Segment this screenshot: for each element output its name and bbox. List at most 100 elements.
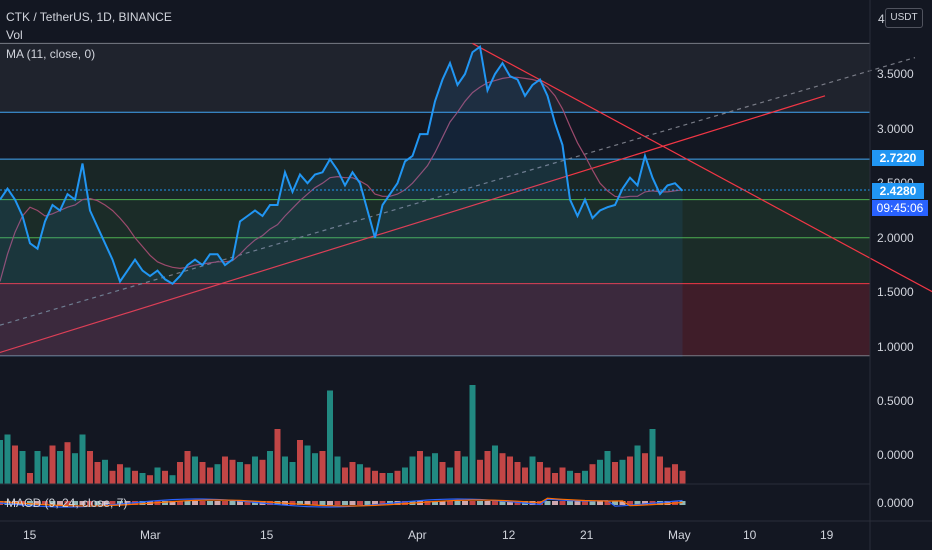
macd-histogram-bar [574,501,581,505]
macd-histogram-bar [312,501,318,505]
trend-lines[interactable] [0,42,932,354]
volume-tick-label: 0.0000 [877,448,914,462]
volume-bar [102,459,108,484]
macd-histogram-bar [192,501,198,505]
macd-histogram-bar [139,501,146,505]
volume-bar [657,456,663,484]
macd-histogram-bar [229,501,236,505]
macd-histogram-bar [304,501,311,505]
volume-bar [619,459,626,484]
volume-bar [477,459,483,484]
horizontal-levels[interactable] [0,42,870,357]
price-tick-label: 1.0000 [877,340,914,354]
volume-bar [672,464,678,484]
macd-histogram-bar [222,501,228,505]
macd-histogram-bar [49,501,56,505]
time-tick-label: 15 [260,528,274,542]
macd-line [0,498,683,508]
volume-bar [312,453,318,484]
volume-bar [27,473,33,484]
volume-bar [184,451,191,484]
volume-bar [507,456,513,484]
volume-bar [589,464,596,484]
volume-bar [402,467,408,484]
time-tick-label: 10 [743,528,757,542]
macd-legend[interactable]: MACD (9, 24, close, 7) [6,496,128,510]
volume-bar [94,462,101,484]
volume-bar [222,456,228,484]
volume-bar [612,462,618,484]
volume-bar [604,451,611,484]
macd-histogram-bar [379,501,386,505]
macd-histogram-bar [627,501,633,505]
macd-histogram-bar [34,501,41,505]
volume-bar [387,473,393,484]
time-tick-label: Apr [408,528,427,542]
macd-histogram-bar [597,501,603,505]
time-tick-label: Mar [140,528,161,542]
volume-bar [334,456,341,484]
macd-histogram-bar [117,501,123,505]
volume-bar [267,451,273,484]
volume-bar [469,385,476,484]
volume-bar [319,451,326,484]
volume-bar [529,456,536,484]
volume-bar [259,459,266,484]
volume-bar [252,456,258,484]
volume-bar [454,451,461,484]
volume-bar [582,470,588,484]
ma-legend[interactable]: MA (11, close, 0) [6,47,96,61]
macd-histogram-bar [349,501,356,505]
volume-bar [109,470,116,484]
volume-bar [679,470,686,484]
price-tick-top: 4 [878,12,885,26]
macd-histogram-bar [492,501,498,505]
volume-bar [124,467,131,484]
macd-histogram-bar [507,501,513,505]
trend-line [472,42,932,293]
macd-histogram-bar [619,501,626,505]
volume-bar [447,467,453,484]
macd-histogram-bar [64,501,71,505]
macd-histogram-bar [79,501,86,505]
price-area [0,46,683,357]
volume-bar [327,390,333,484]
volume-bar [492,445,498,484]
time-tick-label: 21 [580,528,594,542]
volume-bar [34,451,41,484]
volume-bar [342,467,348,484]
volume-bar [357,464,363,484]
macd-histogram-bar [567,501,573,505]
volume-bar [192,456,198,484]
volume-bar [0,440,3,484]
macd-histogram-bar [244,501,251,505]
volume-bar [499,453,506,484]
macd-pane [0,497,686,508]
macd-histogram-bar [177,501,183,505]
volume-bar [649,429,656,484]
macd-histogram-bar [439,501,446,505]
symbol-title[interactable]: CTK / TetherUS, 1D, BINANCE [6,10,172,24]
volume-bar [394,470,401,484]
last-price-tag: 2.4280 [872,183,924,199]
currency-unit-button[interactable]: USDT [885,8,923,28]
volume-bar [49,445,56,484]
volume-bar [199,462,206,484]
volume-bar [117,464,123,484]
volume-legend[interactable]: Vol [6,28,23,42]
price-tick-label: 3.0000 [877,121,914,136]
volume-bar [57,451,63,484]
volume-bar [229,459,236,484]
volume-bar [79,434,86,484]
time-tick-label: 19 [820,528,834,542]
macd-histogram-bar [552,501,558,505]
macd-histogram-bar [589,501,596,505]
volume-bar [364,467,371,484]
volume-bar [664,467,671,484]
volume-bar [409,456,416,484]
price-tick-label: 2.0000 [877,230,914,245]
volume-bar [169,475,176,484]
volume-bar [162,470,168,484]
macd-histogram-bar [342,501,348,505]
